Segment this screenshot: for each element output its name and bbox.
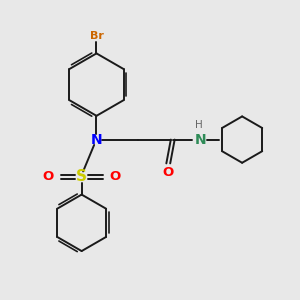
Text: O: O — [43, 170, 54, 183]
Text: H: H — [195, 120, 203, 130]
Text: Br: Br — [90, 31, 104, 41]
Text: N: N — [195, 133, 206, 147]
Text: N: N — [91, 133, 102, 147]
Text: S: S — [76, 169, 87, 184]
Text: O: O — [162, 166, 173, 179]
Text: O: O — [110, 170, 121, 183]
